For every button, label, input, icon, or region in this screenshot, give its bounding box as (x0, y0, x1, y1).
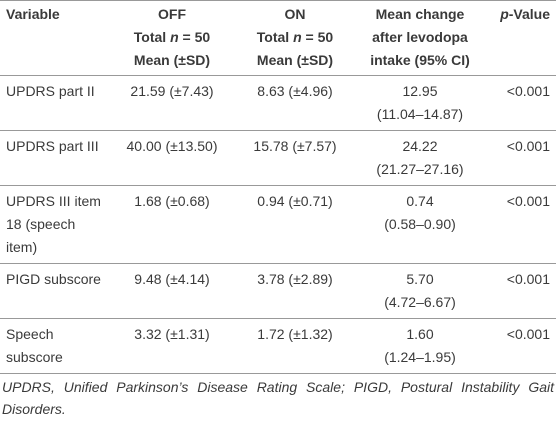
header-text: n (293, 29, 302, 45)
cell: 3.32 (±1.31) (134, 326, 210, 342)
cell-text: 0.74 (406, 193, 434, 209)
header-text: OFF (158, 6, 186, 22)
header-row: Variable OFF Total n = 50 Mean (±SD) ON … (0, 0, 556, 76)
header-text: Total (256, 29, 290, 45)
cell: Speech subscore (6, 326, 63, 365)
header-cell: p-Value (486, 1, 556, 76)
cell: 5.70 (4.72–6.67) (354, 264, 486, 319)
cell: 21.59 (±7.43) (130, 83, 214, 99)
header-text: ON (284, 6, 306, 22)
cell-text: (0.58–0.90) (384, 216, 456, 232)
cell: 0.94 (±0.71) (257, 193, 333, 209)
header-cell: Variable (0, 1, 108, 76)
cell-text: (11.04–14.87) (376, 106, 464, 122)
cell-text: 1.60 (406, 326, 434, 342)
cell: <0.001 (506, 326, 550, 342)
cell-text: (21.27–27.16) (376, 161, 464, 177)
cell: <0.001 (506, 83, 550, 99)
table-row: UPDRS part III 40.00 (±13.50) 15.78 (±7.57… (0, 131, 556, 186)
cell: UPDRS part III (6, 138, 99, 154)
cell: 9.48 (±4.14) (134, 271, 210, 287)
table-body: UPDRS part II 21.59 (±7.43) 8.63 (±4.96) 12… (0, 76, 556, 374)
cell: 1.72 (±1.32) (257, 326, 333, 342)
header-text: = 50 (182, 29, 211, 45)
header-text: Total n = 50 (242, 26, 348, 49)
header-cell: Mean change after levodopa intake (95% C… (354, 1, 486, 76)
header-cell: ON Total n = 50 Mean (±SD) (236, 1, 354, 76)
header-text: = 50 (305, 29, 334, 45)
header-text: -Value (508, 6, 550, 22)
table-row: Speech subscore 3.32 (±1.31) 1.72 (±1.32) 1… (0, 319, 556, 374)
cell: <0.001 (506, 271, 550, 287)
header-text: n (170, 29, 179, 45)
cell: UPDRS part II (6, 83, 95, 99)
header-text: Total n = 50 (114, 26, 230, 49)
header-cell: OFF Total n = 50 Mean (±SD) (108, 1, 236, 76)
cell: 40.00 (±13.50) (126, 138, 218, 154)
table-row: PIGD subscore 9.48 (±4.14) 3.78 (±2.89) 5.7… (0, 264, 556, 319)
cell: 1.68 (±0.68) (134, 193, 210, 209)
cell: 8.63 (±4.96) (257, 83, 333, 99)
cell: 3.78 (±2.89) (257, 271, 333, 287)
cell: 0.74 (0.58–0.90) (354, 186, 486, 264)
header-text: Variable (6, 6, 60, 22)
cell-text: 5.70 (406, 271, 434, 287)
cell: PIGD subscore (6, 271, 101, 287)
cell-text: (4.72–6.67) (384, 294, 456, 310)
cell-text: 24.22 (402, 138, 438, 154)
cell: 24.22 (21.27–27.16) (354, 131, 486, 186)
header-text: p (500, 6, 509, 22)
data-table: Variable OFF Total n = 50 Mean (±SD) ON … (0, 0, 556, 374)
cell: <0.001 (506, 138, 550, 154)
cell-text: 12.95 (402, 83, 438, 99)
cell: 15.78 (±7.57) (253, 138, 337, 154)
table-header: Variable OFF Total n = 50 Mean (±SD) ON … (0, 0, 556, 76)
cell: UPDRS III item 18 (speech item) (6, 193, 101, 255)
cell: 1.60 (1.24–1.95) (354, 319, 486, 374)
header-text: Mean (±SD) (133, 52, 211, 68)
table-row: UPDRS part II 21.59 (±7.43) 8.63 (±4.96) 12… (0, 76, 556, 131)
cell: <0.001 (506, 193, 550, 209)
table-row: UPDRS III item 18 (speech item) 1.68 (±0.… (0, 186, 556, 264)
cell: 12.95 (11.04–14.87) (354, 76, 486, 131)
cell-text: (1.24–1.95) (384, 349, 456, 365)
header-text: Total (133, 29, 167, 45)
header-text: Mean change after levodopa intake (95% C… (370, 6, 470, 68)
footnote: UPDRS, Unified Parkinson’s Disease Ratin… (2, 379, 554, 417)
header-text: Mean (±SD) (256, 52, 334, 68)
